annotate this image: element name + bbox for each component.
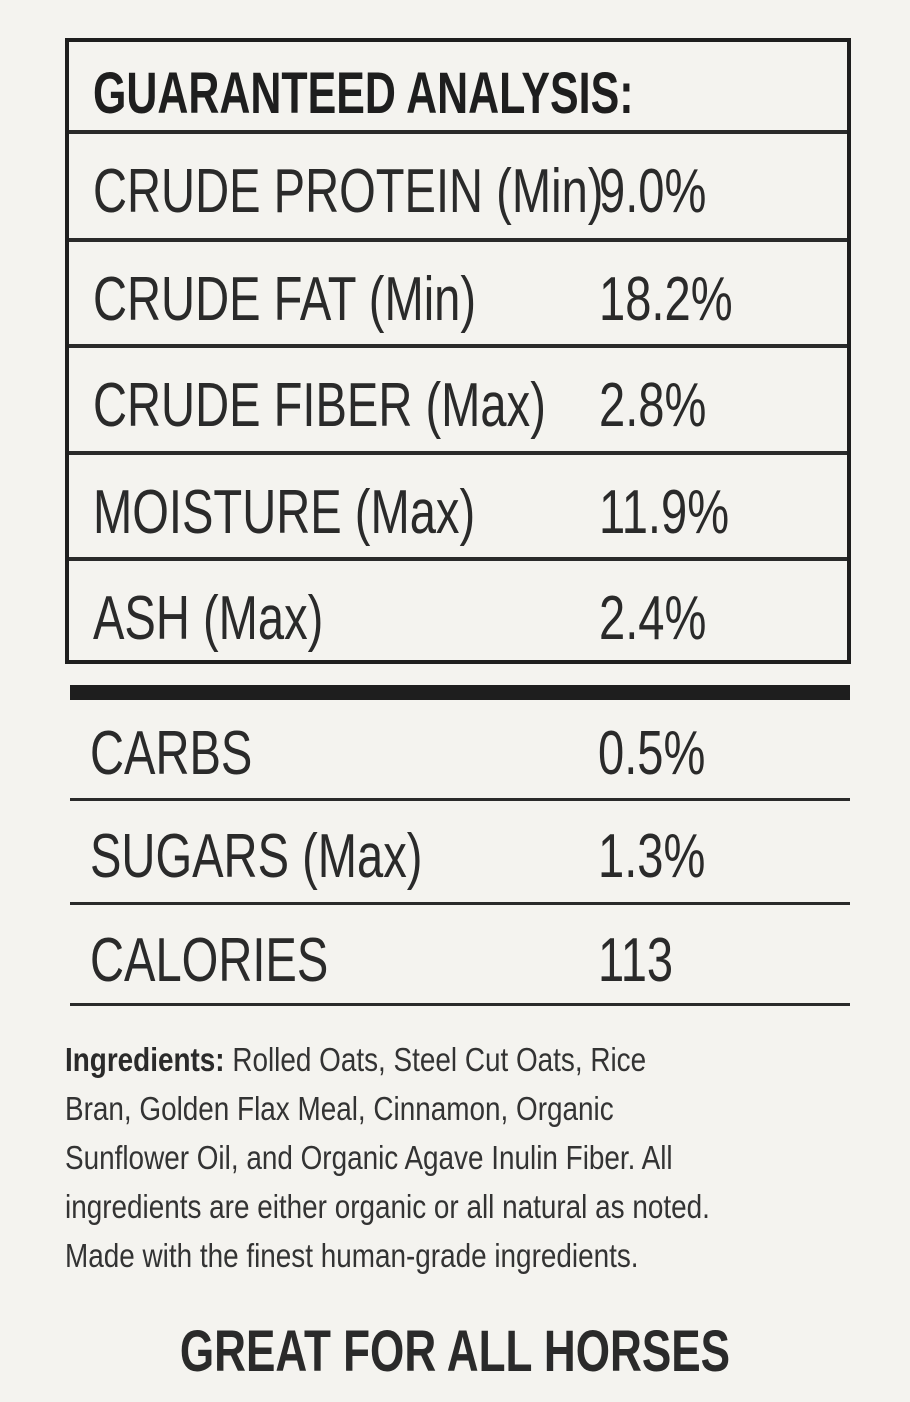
row-value: 9.0% [599, 157, 707, 226]
row-label: CRUDE FAT (Min) [93, 265, 477, 334]
table-row: ASH (Max) 2.4% [69, 557, 847, 664]
row-value: 2.4% [599, 584, 707, 653]
ingredients-line: Sunflower Oil, and Organic Agave Inulin … [65, 1139, 673, 1176]
row-label: CALORIES [90, 926, 329, 995]
row-label: MOISTURE (Max) [93, 478, 476, 547]
guaranteed-analysis-table: GUARANTEED ANALYSIS: CRUDE PROTEIN (Min)… [65, 38, 851, 664]
row-value: 18.2% [599, 265, 733, 334]
ingredients-line: Rolled Oats, Steel Cut Oats, Rice [224, 1041, 647, 1078]
table-row: CARBS 0.5% [70, 700, 850, 801]
table-title: GUARANTEED ANALYSIS: [93, 61, 634, 126]
row-value: 1.3% [598, 822, 706, 891]
ingredients-line: Made with the finest human-grade ingredi… [65, 1237, 639, 1274]
table-row: CRUDE FIBER (Max) 2.8% [69, 344, 847, 451]
table-header: GUARANTEED ANALYSIS: [69, 42, 847, 130]
table-row: CALORIES 113 [70, 905, 850, 1006]
table-row: CRUDE FAT (Min) 18.2% [69, 238, 847, 344]
ingredients-heading: Ingredients: [65, 1041, 225, 1078]
row-value: 11.9% [599, 478, 730, 547]
row-value: 0.5% [598, 719, 706, 788]
row-value: 113 [598, 926, 674, 995]
row-label: SUGARS (Max) [90, 822, 423, 891]
footer: GREAT FOR ALL HORSES [0, 1318, 910, 1385]
ingredients-line: ingredients are either organic or all na… [65, 1188, 710, 1225]
row-label: CRUDE FIBER (Max) [93, 371, 546, 440]
row-label: CRUDE PROTEIN (Min) [93, 157, 604, 226]
row-label: ASH (Max) [93, 584, 324, 653]
footer-tagline: GREAT FOR ALL HORSES [179, 1319, 731, 1384]
divider-bar [70, 685, 850, 700]
table-row: CRUDE PROTEIN (Min) 9.0% [69, 130, 847, 238]
ingredients-text: Ingredients: Rolled Oats, Steel Cut Oats… [65, 1035, 828, 1280]
table-row: MOISTURE (Max) 11.9% [69, 451, 847, 557]
row-label: CARBS [90, 719, 253, 788]
table-row: SUGARS (Max) 1.3% [70, 801, 850, 905]
row-value: 2.8% [599, 371, 707, 440]
ingredients-line: Bran, Golden Flax Meal, Cinnamon, Organi… [65, 1090, 614, 1127]
